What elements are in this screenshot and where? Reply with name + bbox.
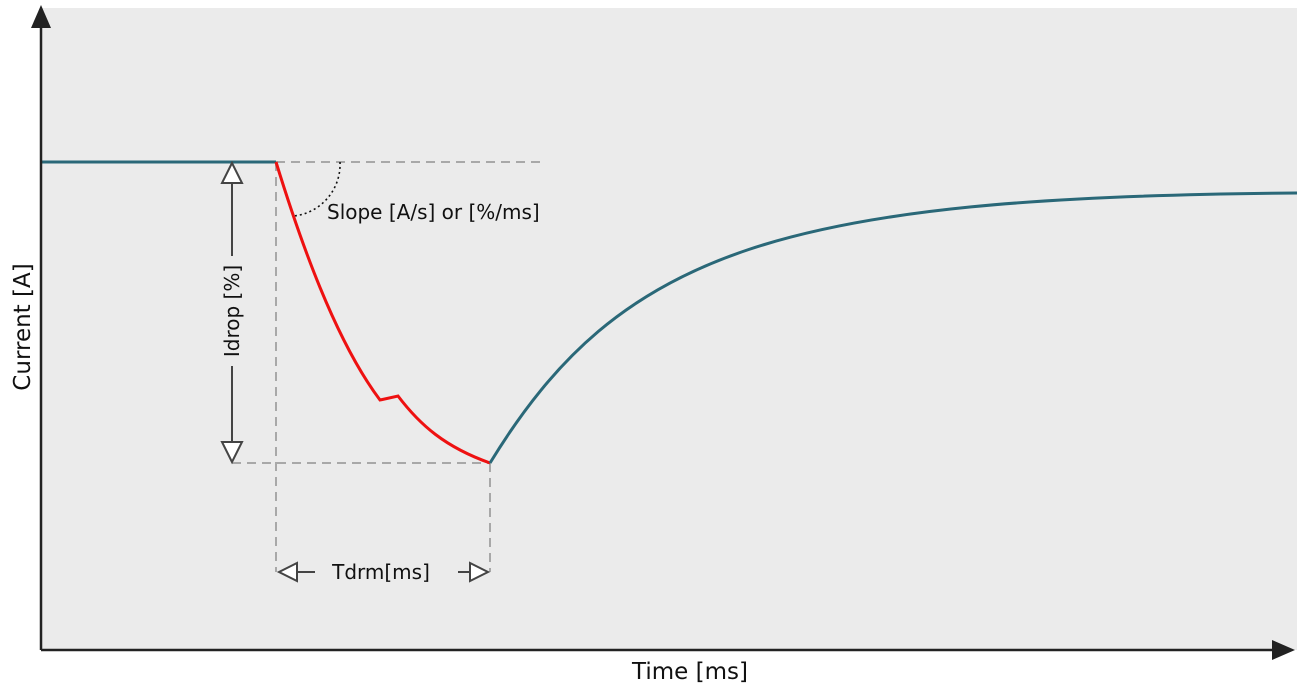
current-recovery-curve [488, 191, 1297, 464]
idrop-dimension-arrow [220, 160, 244, 465]
idrop-label: Idrop [%] [220, 265, 244, 357]
x-axis-arrowhead [1272, 640, 1295, 660]
axes [39, 22, 1278, 652]
plot-background [41, 8, 1297, 650]
tdrm-dimension-arrow [276, 561, 491, 583]
x-axis-label: Time [ms] [631, 659, 748, 685]
guide-lines [232, 161, 540, 572]
tdrm-arrowhead-right [469, 561, 491, 583]
y-axis-label: Current [A] [10, 263, 36, 390]
slope-label: Slope [A/s] or [%/ms] [327, 200, 540, 224]
current-drop-curve [274, 161, 491, 465]
tdrm-label: Tdrm[ms] [331, 560, 430, 584]
idrop-arrowhead-down [220, 441, 244, 465]
y-axis-arrowhead [31, 5, 51, 28]
idrop-arrowhead-up [220, 160, 244, 184]
